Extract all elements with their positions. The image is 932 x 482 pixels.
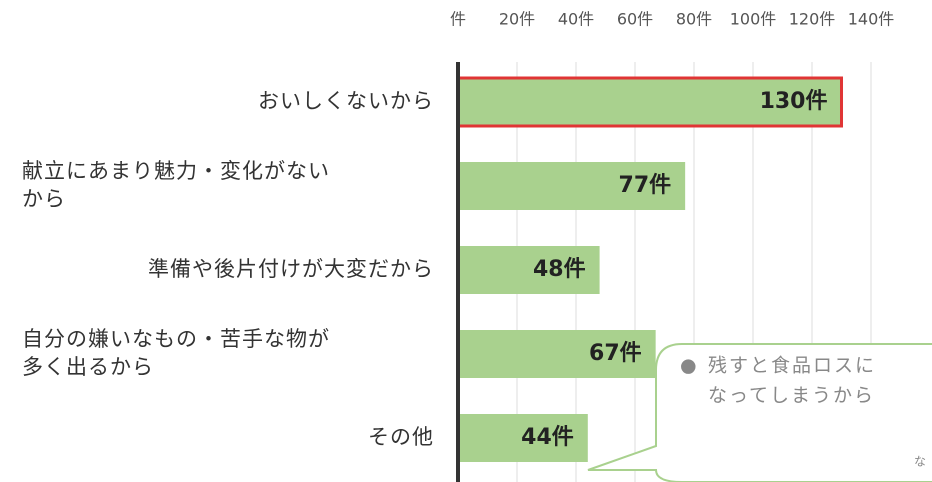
value-label: 77件 — [619, 173, 672, 198]
x-tick-label: 80件 — [676, 10, 712, 29]
callout-text: なってしまうから — [708, 385, 875, 407]
bar — [458, 330, 656, 378]
x-tick-label: 件 — [450, 10, 466, 29]
y-tick-label: 多く出るから — [22, 355, 154, 379]
callout-bullet: ● — [680, 355, 699, 377]
value-label: 67件 — [589, 341, 642, 366]
value-label: 130件 — [760, 89, 828, 114]
y-tick-label: から — [22, 187, 66, 211]
x-tick-label: 20件 — [499, 10, 535, 29]
bar — [458, 246, 600, 294]
x-tick-label: 60件 — [617, 10, 653, 29]
x-tick-label: 120件 — [789, 10, 836, 29]
y-tick-label: おいしくないから — [258, 89, 434, 113]
x-tick-label: 100件 — [730, 10, 777, 29]
y-tick-label: 献立にあまり魅力・変化がない — [22, 159, 330, 183]
bar — [458, 414, 588, 462]
callout-text: 残すと食品ロスに — [708, 355, 876, 377]
value-label: 44件 — [521, 425, 574, 450]
value-label: 48件 — [533, 257, 586, 282]
x-tick-label: 40件 — [558, 10, 594, 29]
callout-bubble — [587, 343, 932, 482]
x-tick-label: 140件 — [848, 10, 895, 29]
y-tick-label: その他 — [368, 425, 434, 449]
y-tick-label: 自分の嫌いなもの・苦手な物が — [22, 327, 330, 351]
bar — [458, 162, 686, 210]
callout-text: な — [914, 455, 926, 469]
y-tick-label: 準備や後片付けが大変だから — [148, 257, 434, 281]
